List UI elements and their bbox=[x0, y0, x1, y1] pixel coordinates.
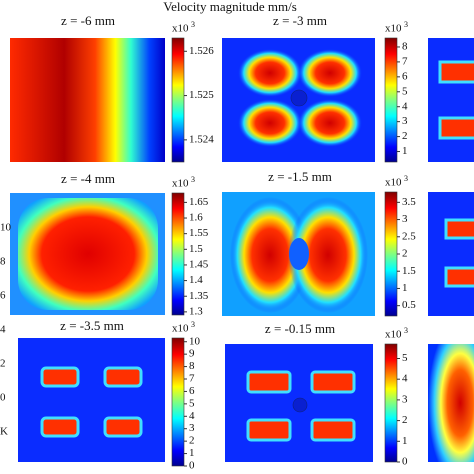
heatmap bbox=[10, 38, 165, 162]
cropped-label: 8 bbox=[0, 256, 6, 268]
colorbar-tick-label: 1 bbox=[402, 145, 408, 157]
colorbar-tick-label: 3 bbox=[189, 422, 195, 434]
colorbar-exponent-base: x10 bbox=[172, 23, 189, 35]
colorbar-tick-label: 1.4 bbox=[189, 274, 203, 286]
cropped-label: 2 bbox=[0, 358, 6, 370]
cropped-label: 0 bbox=[0, 392, 6, 404]
colorbar-tick-label: 5 bbox=[402, 352, 408, 364]
colorbar-tick-label: 6 bbox=[189, 385, 195, 397]
colorbar-tick-label: 1.45 bbox=[189, 258, 209, 270]
colorbar-exponent: 3 bbox=[404, 326, 408, 335]
colorbar-tick-label: 5 bbox=[402, 85, 408, 97]
colorbar-tick-label: 2 bbox=[402, 414, 408, 426]
colorbar-tick-label: 3 bbox=[402, 393, 408, 405]
colorbar-tick-label: 1.526 bbox=[189, 45, 214, 57]
colorbar-tick-label: 9 bbox=[189, 348, 195, 360]
colorbar-tick-label: 3.5 bbox=[402, 196, 416, 208]
colorbar-tick-label: 8 bbox=[402, 40, 408, 52]
colorbar-exponent-base: x10 bbox=[385, 177, 402, 189]
colorbar-tick-label: 1.6 bbox=[189, 212, 203, 224]
colorbar-tick-label: 0.5 bbox=[402, 299, 416, 311]
colorbar-exponent-base: x10 bbox=[385, 23, 402, 35]
panel-title: z = -0.15 mm bbox=[265, 321, 335, 336]
colorbar-tick-label: 4 bbox=[402, 100, 408, 112]
colorbar-exponent-base: x10 bbox=[172, 178, 189, 190]
colorbar-exponent-base: x10 bbox=[385, 329, 402, 341]
colorbar-tick-label: 5 bbox=[189, 397, 195, 409]
panel-title: z = -4 mm bbox=[61, 171, 115, 186]
cropped-label: 6 bbox=[0, 290, 6, 302]
colorbar-tick-label: 1.524 bbox=[189, 133, 214, 145]
colorbar-exponent: 3 bbox=[191, 20, 195, 29]
panel-title: z = -1.5 mm bbox=[268, 169, 332, 184]
colorbar bbox=[171, 37, 185, 163]
colorbar bbox=[384, 343, 398, 463]
colorbar-tick-label: 1.525 bbox=[189, 89, 214, 101]
colorbar-exponent: 3 bbox=[404, 174, 408, 183]
colorbar-tick-label: 6 bbox=[402, 70, 408, 82]
heatmap-partial bbox=[428, 38, 474, 462]
colorbar bbox=[384, 37, 398, 163]
colorbar-tick-label: 1 bbox=[402, 435, 408, 447]
colorbar-exponent: 3 bbox=[191, 320, 195, 329]
colorbar bbox=[171, 337, 185, 467]
colorbar-tick-label: 1.65 bbox=[189, 196, 209, 208]
colorbar-tick-label: 3 bbox=[402, 115, 408, 127]
colorbar-tick-label: 4 bbox=[402, 373, 408, 385]
cropped-label: K bbox=[0, 426, 8, 438]
heatmap bbox=[222, 192, 375, 316]
colorbar-tick-label: 1.55 bbox=[189, 227, 209, 239]
figure-title: Velocity magnitude mm/s bbox=[163, 0, 297, 14]
cropped-label: 10 bbox=[0, 222, 12, 234]
colorbar bbox=[171, 192, 185, 316]
colorbar-tick-label: 2 bbox=[402, 130, 408, 142]
colorbar-tick-label: 4 bbox=[189, 410, 195, 422]
colorbar-exponent-base: x10 bbox=[172, 323, 189, 335]
colorbar-tick-label: 0 bbox=[189, 460, 195, 472]
colorbar-tick-label: 8 bbox=[189, 360, 195, 372]
panel-title: z = -3.5 mm bbox=[60, 318, 124, 333]
colorbar-tick-label: 1.35 bbox=[189, 290, 209, 302]
heatmap bbox=[222, 38, 375, 162]
heatmap bbox=[18, 338, 165, 462]
colorbar-exponent: 3 bbox=[404, 20, 408, 29]
colorbar-tick-label: 10 bbox=[189, 335, 201, 347]
panel-title: z = -6 mm bbox=[61, 13, 115, 28]
heatmap bbox=[10, 193, 165, 315]
colorbar-tick-label: 3 bbox=[402, 213, 408, 225]
colorbar-tick-label: 1 bbox=[402, 282, 408, 294]
colorbar-tick-label: 7 bbox=[402, 55, 408, 67]
colorbar-tick-label: 1.3 bbox=[189, 305, 203, 317]
colorbar-tick-label: 7 bbox=[189, 373, 195, 385]
colorbar-tick-label: 2 bbox=[402, 248, 408, 260]
colorbar-exponent: 3 bbox=[191, 175, 195, 184]
colorbar-tick-label: 2.5 bbox=[402, 230, 416, 242]
heatmap bbox=[225, 344, 373, 462]
colorbar-tick-label: 1 bbox=[189, 447, 195, 459]
colorbar-tick-label: 2 bbox=[189, 435, 195, 447]
panel-title: z = -3 mm bbox=[273, 13, 327, 28]
cropped-label: 4 bbox=[0, 324, 6, 336]
colorbar-tick-label: 0 bbox=[402, 456, 408, 468]
colorbar-tick-label: 1.5 bbox=[189, 243, 203, 255]
colorbar-tick-label: 1.5 bbox=[402, 265, 416, 277]
colorbar bbox=[384, 191, 398, 317]
